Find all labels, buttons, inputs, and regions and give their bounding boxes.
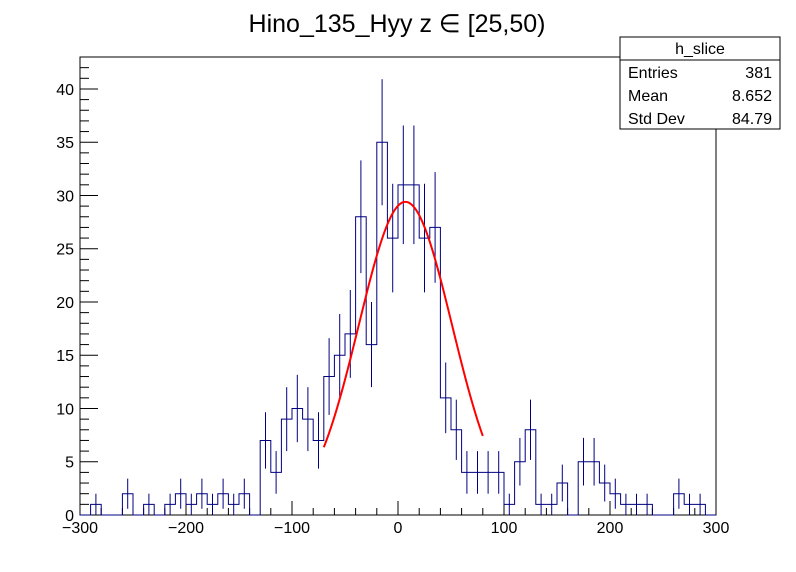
x-tick-label: 300: [703, 520, 730, 537]
chart-title: Hino_135_Hyy z ∈ [25,50): [249, 10, 546, 38]
stats-stddev-value: 84.79: [732, 111, 772, 128]
y-tick-label: 20: [56, 295, 74, 312]
y-tick-label: 0: [65, 508, 74, 525]
x-tick-label: 0: [394, 520, 403, 537]
stats-entries-value: 381: [745, 65, 772, 82]
stats-stddev-label: Std Dev: [628, 111, 685, 128]
x-axis: −300 −200 −100 0 100 200 300: [62, 501, 729, 537]
error-bars: [95, 79, 701, 515]
x-tick-label: 100: [491, 520, 518, 537]
stats-box: h_slice Entries 381 Mean 8.652 Std Dev 8…: [619, 36, 781, 130]
gaussian-fit-curve: [322, 200, 484, 448]
stats-box-frame: [619, 36, 781, 130]
y-tick-label: 30: [56, 188, 74, 205]
y-tick-label: 25: [56, 242, 74, 259]
stats-mean-label: Mean: [628, 88, 668, 105]
y-tick-label: 5: [65, 455, 74, 472]
y-tick-label: 35: [56, 135, 74, 152]
x-tick-label: 200: [597, 520, 624, 537]
x-tick-label: −300: [62, 520, 98, 537]
y-tick-label: 15: [56, 348, 74, 365]
x-tick-label: −100: [274, 520, 310, 537]
histogram-outline: [80, 141, 716, 516]
y-axis: 0 5 10 15 20 25 30 35 40: [56, 56, 98, 525]
stats-box-title: h_slice: [675, 41, 725, 58]
y-tick-label: 40: [56, 82, 74, 99]
y-tick-label: 10: [56, 401, 74, 418]
x-tick-label: −200: [168, 520, 204, 537]
stats-mean-value: 8.652: [732, 88, 772, 105]
stats-entries-label: Entries: [628, 65, 678, 82]
